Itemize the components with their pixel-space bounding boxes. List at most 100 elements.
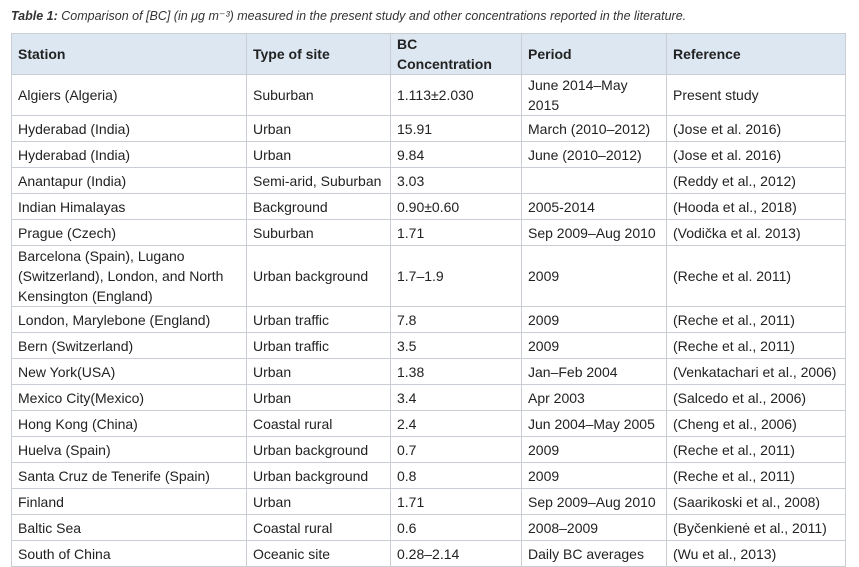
- header-row: Station Type of site BC Concentration Perio…: [11, 33, 846, 75]
- table-cell: 0.8: [390, 462, 522, 489]
- table-row: Prague (Czech) Suburban 1.71 Sep 2009–Aug 2…: [11, 219, 846, 246]
- table-row: Bern (Switzerland) Urban traffic 3.5 2009 (R…: [11, 332, 846, 359]
- table-cell: (Wu et al., 2013): [666, 540, 846, 567]
- header-cell: BC Concentration: [390, 33, 522, 75]
- caption-text: Comparison of [BC] (in μg m⁻³) measured …: [61, 9, 687, 23]
- table-cell: June 2014–May 2015: [521, 74, 667, 116]
- table-cell: Sep 2009–Aug 2010: [521, 219, 667, 246]
- table-cell: 0.7: [390, 436, 522, 463]
- table-cell: Sep 2009–Aug 2010: [521, 488, 667, 515]
- table-cell: 0.28–2.14: [390, 540, 522, 567]
- table-cell: Finland: [11, 488, 247, 515]
- table-cell: Urban: [246, 141, 391, 168]
- caption-label: Table 1:: [11, 9, 58, 23]
- table-cell: (Reche et al. 2011): [666, 245, 846, 307]
- table-cell: 1.71: [390, 488, 522, 515]
- table-cell: Jun 2004–May 2005: [521, 410, 667, 437]
- table-cell: Anantapur (India): [11, 167, 247, 194]
- table-cell: (Reche et al., 2011): [666, 332, 846, 359]
- table-cell: Suburban: [246, 74, 391, 116]
- header-cell: Period: [521, 33, 667, 75]
- table-cell: Coastal rural: [246, 410, 391, 437]
- table-cell: (Reche et al., 2011): [666, 306, 846, 333]
- table-cell: Urban: [246, 488, 391, 515]
- table-cell: 3.4: [390, 384, 522, 411]
- table-cell: 2008–2009: [521, 514, 667, 541]
- table-cell: March (2010–2012): [521, 115, 667, 142]
- table-cell: Coastal rural: [246, 514, 391, 541]
- table-cell: (Reche et al., 2011): [666, 436, 846, 463]
- table-cell: Urban: [246, 384, 391, 411]
- table-cell: Jan–Feb 2004: [521, 358, 667, 385]
- table-cell: 2.4: [390, 410, 522, 437]
- table-cell: (Vodička et al. 2013): [666, 219, 846, 246]
- table-cell: June (2010–2012): [521, 141, 667, 168]
- table-cell: (Cheng et al., 2006): [666, 410, 846, 437]
- table-cell: 9.84: [390, 141, 522, 168]
- table-cell: Hyderabad (India): [11, 141, 247, 168]
- table-cell: Urban traffic: [246, 306, 391, 333]
- table-cell: 3.03: [390, 167, 522, 194]
- table-row: London, Marylebone (England) Urban traffi…: [11, 306, 846, 333]
- table-row: Hong Kong (China) Coastal rural 2.4 Jun 200…: [11, 410, 846, 437]
- table-cell: 3.5: [390, 332, 522, 359]
- table-cell: Barcelona (Spain), Lugano (Switzerland),…: [11, 245, 247, 307]
- table-row: Baltic Sea Coastal rural 0.6 2008–2009 (Byče…: [11, 514, 846, 541]
- table-cell: Background: [246, 193, 391, 220]
- table-cell: Oceanic site: [246, 540, 391, 567]
- table-cell: (Jose et al. 2016): [666, 141, 846, 168]
- table-cell: 2009: [521, 245, 667, 307]
- table-row: New York(USA) Urban 1.38 Jan–Feb 2004 (Venka…: [11, 358, 846, 385]
- table-row: Santa Cruz de Tenerife (Spain) Urban back…: [11, 462, 846, 489]
- table-row: Algiers (Algeria) Suburban 1.113±2.030 June…: [11, 74, 846, 116]
- table-cell: London, Marylebone (England): [11, 306, 247, 333]
- table-row: Indian Himalayas Background 0.90±0.60 2005-…: [11, 193, 846, 220]
- table-cell: Indian Himalayas: [11, 193, 247, 220]
- table-cell: Prague (Czech): [11, 219, 247, 246]
- table-cell: 0.6: [390, 514, 522, 541]
- table-cell: 2009: [521, 436, 667, 463]
- table-cell: Baltic Sea: [11, 514, 247, 541]
- table-cell: 2009: [521, 306, 667, 333]
- table-row: Anantapur (India) Semi-arid, Suburban 3.03…: [11, 167, 846, 194]
- table-cell: 15.91: [390, 115, 522, 142]
- table-cell: Hong Kong (China): [11, 410, 247, 437]
- table-cell: Urban background: [246, 462, 391, 489]
- table-cell: [521, 167, 667, 194]
- table-cell: (Jose et al. 2016): [666, 115, 846, 142]
- table-cell: Semi-arid, Suburban: [246, 167, 391, 194]
- table-cell: Urban background: [246, 436, 391, 463]
- table-cell: Urban traffic: [246, 332, 391, 359]
- table-cell: (Saarikoski et al., 2008): [666, 488, 846, 515]
- table-cell: Suburban: [246, 219, 391, 246]
- table-cell: (Hooda et al., 2018): [666, 193, 846, 220]
- table-cell: (Reche et al., 2011): [666, 462, 846, 489]
- table-cell: (Byčenkienė et al., 2011): [666, 514, 846, 541]
- table-row: Huelva (Spain) Urban background 0.7 2009 (Re…: [11, 436, 846, 463]
- table-cell: 2009: [521, 462, 667, 489]
- table-cell: Mexico City(Mexico): [11, 384, 247, 411]
- table-cell: Bern (Switzerland): [11, 332, 247, 359]
- table-cell: Present study: [666, 74, 846, 116]
- table-row: Finland Urban 1.71 Sep 2009–Aug 2010 (Saarik…: [11, 488, 846, 515]
- header-cell: Type of site: [246, 33, 391, 75]
- table-row: South of China Oceanic site 0.28–2.14 Daily…: [11, 540, 846, 567]
- table-row: Barcelona (Spain), Lugano (Switzerland),…: [11, 245, 846, 307]
- table-row: Hyderabad (India) Urban 9.84 June (2010–201…: [11, 141, 846, 168]
- table-cell: New York(USA): [11, 358, 247, 385]
- header-cell: Reference: [666, 33, 846, 75]
- table-cell: 2005-2014: [521, 193, 667, 220]
- table-cell: 1.71: [390, 219, 522, 246]
- table-cell: (Venkatachari et al., 2006): [666, 358, 846, 385]
- table-row: Hyderabad (India) Urban 15.91 March (2010–2…: [11, 115, 846, 142]
- table-cell: 1.113±2.030: [390, 74, 522, 116]
- table-cell: Huelva (Spain): [11, 436, 247, 463]
- table-cell: South of China: [11, 540, 247, 567]
- table-cell: 0.90±0.60: [390, 193, 522, 220]
- table-cell: Daily BC averages: [521, 540, 667, 567]
- table-cell: Santa Cruz de Tenerife (Spain): [11, 462, 247, 489]
- table-caption: Table 1: Comparison of [BC] (in μg m⁻³) …: [11, 8, 686, 23]
- table-cell: Urban background: [246, 245, 391, 307]
- page: Table 1: Comparison of [BC] (in μg m⁻³) …: [11, 8, 846, 567]
- table-body: Algiers (Algeria) Suburban 1.113±2.030 June…: [11, 74, 846, 567]
